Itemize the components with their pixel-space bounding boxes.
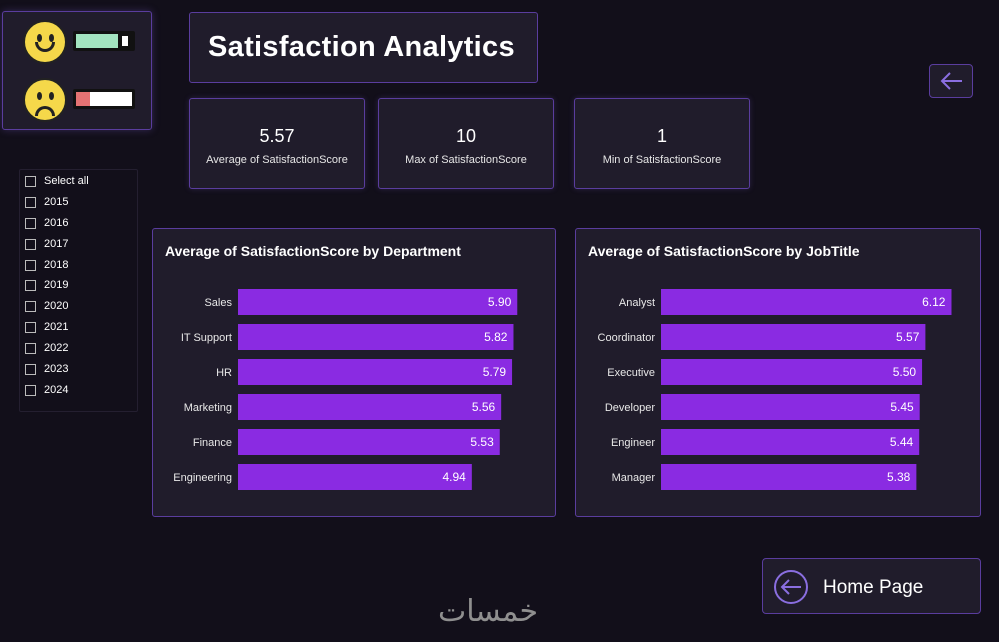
kpi-min: 1 Min of SatisfactionScore	[574, 98, 750, 189]
slicer-item-2021[interactable]: 2021	[25, 319, 68, 335]
category-label: Marketing	[184, 402, 232, 414]
home-page-button[interactable]: Home Page	[762, 558, 981, 614]
checkbox[interactable]	[25, 196, 36, 208]
category-label: Analyst	[619, 297, 655, 309]
kpi-value: 10	[455, 126, 477, 146]
slicer-item-label: 2017	[44, 238, 69, 250]
category-label: Finance	[193, 437, 232, 449]
checkbox[interactable]	[25, 321, 36, 333]
category-label: Executive	[607, 367, 655, 379]
slicer-item-label: 2023	[44, 363, 69, 375]
sad-level-bar	[73, 89, 135, 109]
slicer-item-label: 2015	[44, 196, 69, 208]
checkbox[interactable]	[25, 384, 36, 396]
kpi-label: Max of SatisfactionScore	[405, 154, 527, 166]
slicer-item-2024[interactable]: 2024	[25, 382, 68, 398]
kpi-value: 5.57	[259, 126, 295, 146]
slicer-item-label: 2018	[44, 259, 69, 271]
frowning-face-icon	[23, 78, 67, 122]
slicer-item-2015[interactable]: 2015	[25, 194, 68, 210]
watermark-text: خمسات	[438, 594, 539, 629]
bar[interactable]	[238, 359, 513, 385]
data-label: 6.12	[922, 295, 946, 309]
jobtitle-chart: Average of SatisfactionScore by JobTitle…	[575, 228, 981, 517]
category-label: Manager	[612, 472, 656, 484]
slicer-item-label: 2016	[44, 217, 69, 229]
slicer-item-2023[interactable]: 2023	[25, 361, 68, 377]
slicer-item-2020[interactable]: 2020	[25, 298, 68, 314]
bar[interactable]	[661, 359, 923, 385]
title-card: Satisfaction Analytics	[189, 12, 538, 83]
bar[interactable]	[238, 289, 518, 315]
kpi-label: Average of SatisfactionScore	[206, 154, 348, 166]
bar[interactable]	[661, 289, 952, 315]
smiling-face-icon	[23, 20, 67, 64]
data-label: 5.45	[890, 400, 914, 414]
circle-arrow-left-icon	[774, 570, 808, 604]
data-label: 4.94	[442, 470, 466, 484]
category-label: Sales	[204, 297, 232, 309]
back-button[interactable]	[929, 64, 973, 98]
bar[interactable]	[238, 429, 500, 455]
slicer-item-label: 2020	[44, 300, 69, 312]
checkbox[interactable]	[25, 363, 36, 375]
category-label: Coordinator	[598, 332, 656, 344]
bar[interactable]	[661, 394, 920, 420]
slicer-item-label: 2019	[44, 279, 69, 291]
data-label: 5.90	[488, 295, 512, 309]
checkbox[interactable]	[25, 300, 36, 312]
arrow-left-icon	[940, 72, 962, 90]
data-label: 5.53	[470, 435, 494, 449]
chart-title: Average of SatisfactionScore by Departme…	[165, 243, 461, 259]
data-label: 5.57	[896, 330, 920, 344]
category-label: Developer	[605, 402, 655, 414]
category-label: IT Support	[181, 332, 232, 344]
slicer-item-label: Select all	[44, 175, 89, 187]
data-label: 5.82	[484, 330, 508, 344]
bar[interactable]	[661, 429, 920, 455]
kpi-value: 1	[656, 126, 667, 146]
checkbox[interactable]	[25, 175, 36, 187]
category-label: HR	[216, 367, 232, 379]
kpi-label: Min of SatisfactionScore	[602, 154, 722, 166]
slicer-item-2018[interactable]: 2018	[25, 257, 68, 273]
slicer-item-2022[interactable]: 2022	[25, 340, 68, 356]
data-label: 5.38	[887, 470, 911, 484]
data-label: 5.50	[893, 365, 917, 379]
slicer-item-label: 2024	[44, 384, 69, 396]
category-label: Engineer	[611, 437, 655, 449]
checkbox[interactable]	[25, 279, 36, 291]
logo-card	[2, 11, 152, 130]
jobtitle-bar-chart: Analyst 6.12 Coordinator 5.57 Executive 5.50 D…	[598, 289, 952, 490]
kpi-average: 5.57 Average of SatisfactionScore	[189, 98, 365, 189]
data-label: 5.44	[890, 435, 914, 449]
chart-title: Average of SatisfactionScore by JobTitle	[588, 243, 860, 259]
happy-level-bar	[73, 31, 135, 51]
checkbox[interactable]	[25, 238, 36, 250]
bar[interactable]	[238, 324, 514, 350]
bar[interactable]	[661, 464, 917, 490]
bar[interactable]	[661, 324, 926, 350]
slicer-item-2019[interactable]: 2019	[25, 277, 68, 293]
page-title: Satisfaction Analytics	[208, 31, 515, 63]
slicer-item-label: 2021	[44, 321, 69, 333]
checkbox[interactable]	[25, 217, 36, 229]
slicer-item-label: 2022	[44, 342, 69, 354]
department-bar-chart: Sales 5.90 IT Support 5.82 HR 5.79 Marketing 5.…	[173, 289, 518, 490]
data-label: 5.56	[472, 400, 496, 414]
kpi-max: 10 Max of SatisfactionScore	[378, 98, 554, 189]
department-chart: Average of SatisfactionScore by Departme…	[152, 228, 556, 517]
bar[interactable]	[238, 464, 472, 490]
year-slicer: Select all 2015 2016 2017 2018 2019 2020…	[19, 169, 138, 412]
category-label: Engineering	[173, 472, 232, 484]
home-page-label: Home Page	[823, 577, 924, 598]
slicer-item-2016[interactable]: 2016	[25, 215, 68, 231]
data-label: 5.79	[483, 365, 507, 379]
checkbox[interactable]	[25, 259, 36, 271]
slicer-item-select-all[interactable]: Select all	[25, 173, 89, 189]
slicer-item-2017[interactable]: 2017	[25, 236, 68, 252]
checkbox[interactable]	[25, 342, 36, 354]
bar[interactable]	[238, 394, 502, 420]
